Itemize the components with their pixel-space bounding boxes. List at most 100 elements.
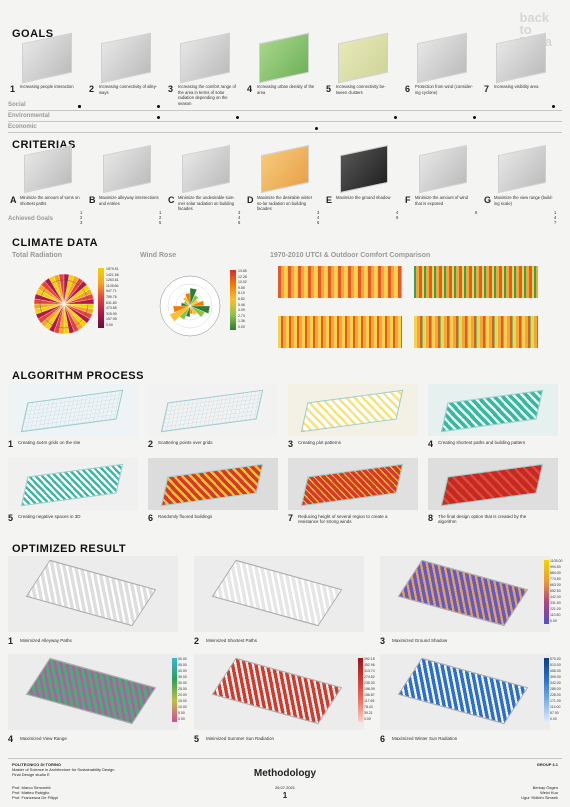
result-legend-label: 0.00 bbox=[550, 717, 557, 721]
row-environmental: Environmental bbox=[8, 113, 50, 119]
wind-legend-label: 8.19 bbox=[238, 291, 245, 296]
result-site-plot bbox=[25, 657, 157, 725]
radiation-legend-label: 0.00 bbox=[106, 323, 113, 327]
criteria-letter: B bbox=[89, 195, 96, 205]
radiation-legend-label: 1421.56 bbox=[106, 272, 119, 277]
optimized-result-panel bbox=[380, 654, 550, 730]
optimized-result-text: Minimized Alleyway Paths bbox=[20, 638, 72, 643]
result-legend-label: 0.00 bbox=[550, 619, 557, 623]
goal-text: Increasing the comfort range of the area… bbox=[178, 84, 236, 106]
wind-petal bbox=[184, 292, 191, 307]
optimized-result-number: 2 bbox=[194, 636, 200, 646]
result-legend-label: 20.00 bbox=[178, 693, 187, 697]
algorithm-step-panel bbox=[148, 458, 278, 510]
result-legend-label: 0.00 bbox=[178, 717, 185, 721]
radiation-legend-label: 1579.51 bbox=[106, 267, 119, 271]
utci-heatmap-2 bbox=[414, 266, 538, 298]
criteria-letter: D bbox=[247, 195, 254, 205]
site-plot bbox=[160, 463, 264, 507]
goal-number: 2 bbox=[89, 84, 95, 94]
goal-number: 3 bbox=[168, 84, 174, 94]
result-legend-label: 10.00 bbox=[178, 705, 187, 709]
achieved-goal-number: 3 bbox=[80, 220, 83, 225]
criteria-letter: C bbox=[168, 195, 175, 205]
achieved-goal-number: 6 bbox=[317, 220, 320, 225]
algorithm-step-panel bbox=[288, 384, 418, 436]
result-legend-label: 156.87 bbox=[364, 693, 375, 697]
goal-text: Increasing connectivity of alley-ways bbox=[99, 84, 158, 95]
result-legend-label: 392.18 bbox=[364, 657, 375, 661]
algorithm-step-panel bbox=[148, 384, 278, 436]
algorithm-step-number: 5 bbox=[8, 513, 14, 523]
footer-program: Master of Science in Architecture for Su… bbox=[12, 767, 115, 772]
climate-title: CLIMATE DATA bbox=[12, 237, 99, 249]
achieved-goal-number: 4 bbox=[396, 210, 399, 215]
criteria-illustration bbox=[498, 144, 546, 194]
result-legend-label: 221.00 bbox=[550, 607, 561, 611]
algorithm-step-panel bbox=[428, 458, 558, 510]
algorithm-step-text: Scattering points over grids bbox=[158, 440, 213, 445]
radiation-legend-label: 789.76 bbox=[106, 295, 117, 299]
goal-illustration bbox=[338, 32, 388, 84]
divider bbox=[8, 121, 562, 122]
result-legend-label: 114.00 bbox=[550, 705, 561, 709]
goal-number: 7 bbox=[484, 84, 490, 94]
footer-group: GROUP 3.1 bbox=[536, 762, 558, 767]
result-legend-label: 274.52 bbox=[364, 675, 375, 679]
optimized-result-number: 6 bbox=[380, 734, 386, 744]
achieved-goal-number: 6 bbox=[475, 210, 478, 215]
result-legend-label: 285.00 bbox=[550, 687, 561, 691]
algorithm-step-panel bbox=[8, 458, 138, 510]
utci-heatmap-1 bbox=[278, 266, 402, 298]
result-site-plot bbox=[397, 559, 529, 627]
algorithm-step-text: Creating shortest paths and building pat… bbox=[438, 440, 526, 445]
radiation-dome-chart bbox=[33, 273, 95, 335]
result-legend-label: 78.43 bbox=[364, 705, 373, 709]
footer-prof-1: Prof. Marco Simonetti bbox=[12, 785, 51, 790]
optimized-result-text: Maximized View Range bbox=[20, 736, 67, 741]
result-legend-label: 342.00 bbox=[550, 681, 561, 685]
goal-mark bbox=[473, 116, 476, 119]
result-legend-bar bbox=[544, 658, 549, 722]
footer-prof-3: Prof. Francesca De Filippi bbox=[12, 795, 59, 800]
algorithm-step-text: Creating 4x4m grids on the site bbox=[18, 440, 81, 445]
wind-legend-label: 5.46 bbox=[238, 302, 245, 307]
optimized-result-number: 4 bbox=[8, 734, 14, 744]
goal-number: 1 bbox=[10, 84, 16, 94]
achieved-goal-number: 7 bbox=[554, 220, 557, 225]
footer-member-2: Weixi Kuo bbox=[540, 790, 558, 795]
achieved-goal-number: 1 bbox=[80, 210, 83, 215]
result-legend-bar bbox=[544, 560, 549, 624]
result-legend-label: 0.00 bbox=[364, 717, 371, 721]
goal-mark bbox=[315, 127, 318, 130]
goal-text: Increasing visibility area bbox=[494, 84, 539, 89]
result-legend-label: 25.00 bbox=[178, 687, 187, 691]
algorithm-step-text: The final design option that is created … bbox=[438, 514, 527, 524]
wind-legend-label: 13.65 bbox=[238, 269, 247, 273]
radiation-legend-label: 473.85 bbox=[106, 306, 117, 311]
result-legend-label: 235.30 bbox=[364, 681, 375, 685]
algorithm-step-text: Reducing height of several region to cre… bbox=[298, 514, 388, 524]
algorithm-step-text: Creating negative spaces in 3D bbox=[18, 514, 81, 519]
optimized-result-panel bbox=[380, 556, 550, 632]
result-legend-label: 552.50 bbox=[550, 589, 561, 593]
optimized-result-panel bbox=[194, 556, 364, 632]
achieved-goal-number: 5 bbox=[159, 220, 162, 225]
result-legend-label: 352.96 bbox=[364, 663, 375, 667]
footer-school: POLITECNICO DI TORINO bbox=[12, 762, 62, 767]
goal-illustration bbox=[259, 32, 309, 84]
result-legend-label: 994.50 bbox=[550, 565, 561, 569]
algorithm-step-text: Randomly floored buildings bbox=[158, 514, 213, 519]
result-legend-label: 110.50 bbox=[550, 613, 561, 617]
radiation-legend-label: 1105.66 bbox=[106, 283, 119, 288]
criteria-illustration bbox=[182, 144, 230, 194]
utci-heatmap-4 bbox=[414, 316, 538, 348]
algorithm-title: ALGORITHM PROCESS bbox=[12, 370, 144, 382]
result-site-plot bbox=[25, 559, 157, 627]
goal-mark bbox=[236, 116, 239, 119]
result-legend-label: 40.00 bbox=[178, 669, 187, 673]
wind-legend-label: 2.73 bbox=[238, 313, 245, 318]
goal-mark bbox=[394, 116, 397, 119]
criteria-illustration bbox=[103, 144, 151, 194]
achieved-goal-number: 3 bbox=[317, 210, 320, 215]
